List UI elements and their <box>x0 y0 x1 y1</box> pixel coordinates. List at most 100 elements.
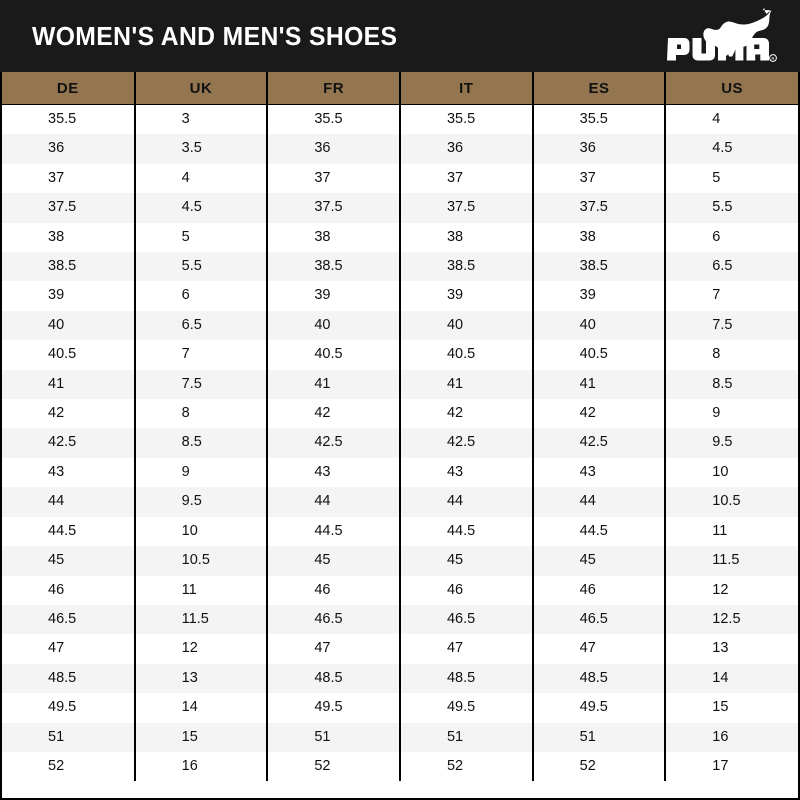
table-cell: 38 <box>267 222 401 253</box>
table-header-row: DE UK FR IT ES US <box>2 72 798 105</box>
table-cell: 40 <box>532 310 667 341</box>
table-cell: 10.5 <box>665 487 798 517</box>
table-cell: 37 <box>399 163 534 194</box>
table-head: DE UK FR IT ES US <box>2 72 798 105</box>
svg-text:R: R <box>771 56 774 61</box>
table-cell: 35.5 <box>2 104 136 135</box>
table-cell: 48.5 <box>2 663 136 694</box>
table-cell: 36 <box>532 134 667 164</box>
table-cell: 16 <box>134 751 269 782</box>
table-cell: 3.5 <box>134 134 269 164</box>
table-cell: 14 <box>665 663 798 694</box>
table-cell: 40 <box>2 310 136 341</box>
table-cell: 16 <box>665 722 798 752</box>
table-cell: 43 <box>267 457 401 488</box>
table-cell: 47 <box>2 634 136 664</box>
table-cell: 41 <box>399 369 534 400</box>
table-cell: 49.5 <box>2 693 136 723</box>
table-cell: 44 <box>399 487 534 517</box>
table-cell: 37.5 <box>532 193 667 223</box>
table-cell: 9.5 <box>665 428 798 458</box>
table-cell: 44 <box>2 487 136 517</box>
column-header-de: DE <box>2 72 136 105</box>
table-cell: 4.5 <box>134 193 269 223</box>
table-cell: 38.5 <box>532 252 667 282</box>
table-cell: 52 <box>2 751 136 782</box>
table-cell: 5 <box>134 222 269 253</box>
table-cell: 42 <box>267 399 401 429</box>
puma-logo: R <box>662 8 782 64</box>
table-cell: 41 <box>532 369 667 400</box>
table-cell: 51 <box>2 722 136 752</box>
table-cell: 37 <box>267 163 401 194</box>
table-cell: 15 <box>134 722 269 752</box>
table-cell: 46 <box>2 575 136 605</box>
table-cell: 15 <box>665 693 798 723</box>
table-cell: 36 <box>399 134 534 164</box>
table-cell: 49.5 <box>532 693 667 723</box>
table-cell: 3 <box>134 104 269 135</box>
table-row: 43 9 43 43 43 10 <box>2 457 798 488</box>
table-cell: 46.5 <box>2 604 136 635</box>
table-cell: 9.5 <box>134 487 269 517</box>
table-cell: 45 <box>532 546 667 576</box>
column-header-it: IT <box>399 72 534 105</box>
table-cell: 10 <box>134 516 269 547</box>
table-cell: 14 <box>134 693 269 723</box>
table-cell: 12 <box>134 634 269 664</box>
table-cell: 37.5 <box>267 193 401 223</box>
column-header-us: US <box>665 72 798 105</box>
table-row: 37.5 4.5 37.5 37.5 37.5 5.5 <box>2 193 798 223</box>
table-body: 35.5 3 35.5 35.5 35.5 4 36 3.5 36 36 36 4.5 37 4 37 37 3… <box>2 104 798 782</box>
table-cell: 36 <box>2 134 136 164</box>
table-cell: 10 <box>665 457 798 488</box>
table-cell: 7.5 <box>665 310 798 341</box>
table-cell: 38.5 <box>399 252 534 282</box>
table-cell: 11.5 <box>665 546 798 576</box>
table-cell: 36 <box>267 134 401 164</box>
table-cell: 41 <box>267 369 401 400</box>
table-cell: 9 <box>665 399 798 429</box>
table-cell: 11.5 <box>134 604 269 635</box>
page-title: WOMEN'S AND MEN'S SHOES <box>32 20 398 51</box>
table-cell: 38.5 <box>267 252 401 282</box>
table-cell: 13 <box>134 663 269 694</box>
table-cell: 8 <box>134 399 269 429</box>
table-cell: 38 <box>532 222 667 253</box>
table-cell: 44.5 <box>267 516 401 547</box>
table-cell: 35.5 <box>267 104 401 135</box>
table-cell: 46.5 <box>532 604 667 635</box>
size-table-area: DE UK FR IT ES US 35.5 3 35.5 35.5 35.5 4 36 3.… <box>0 72 800 800</box>
table-cell: 39 <box>2 281 136 311</box>
table-cell: 37 <box>532 163 667 194</box>
table-row: 37 4 37 37 37 5 <box>2 163 798 194</box>
table-cell: 43 <box>399 457 534 488</box>
table-cell: 52 <box>399 751 534 782</box>
table-cell: 11 <box>134 575 269 605</box>
table-row: 47 12 47 47 47 13 <box>2 634 798 664</box>
table-cell: 35.5 <box>399 104 534 135</box>
table-row: 42 8 42 42 42 9 <box>2 399 798 429</box>
table-cell: 12.5 <box>665 604 798 635</box>
table-cell: 6.5 <box>134 310 269 341</box>
table-cell: 40.5 <box>267 340 401 370</box>
table-cell: 11 <box>665 516 798 547</box>
table-row: 38.5 5.5 38.5 38.5 38.5 6.5 <box>2 252 798 282</box>
table-row: 38 5 38 38 38 6 <box>2 222 798 253</box>
table-cell: 39 <box>399 281 534 311</box>
table-row: 51 15 51 51 51 16 <box>2 722 798 752</box>
table-row: 39 6 39 39 39 7 <box>2 281 798 311</box>
table-cell: 52 <box>267 751 401 782</box>
table-cell: 49.5 <box>267 693 401 723</box>
table-cell: 8.5 <box>665 369 798 400</box>
table-cell: 7.5 <box>134 369 269 400</box>
table-cell: 42.5 <box>2 428 136 458</box>
table-cell: 37.5 <box>399 193 534 223</box>
table-cell: 39 <box>267 281 401 311</box>
table-cell: 48.5 <box>399 663 534 694</box>
table-cell: 47 <box>399 634 534 664</box>
table-cell: 8 <box>665 340 798 370</box>
table-cell: 38 <box>2 222 136 253</box>
table-cell: 37.5 <box>2 193 136 223</box>
title-bar: WOMEN'S AND MEN'S SHOES R <box>0 0 800 72</box>
